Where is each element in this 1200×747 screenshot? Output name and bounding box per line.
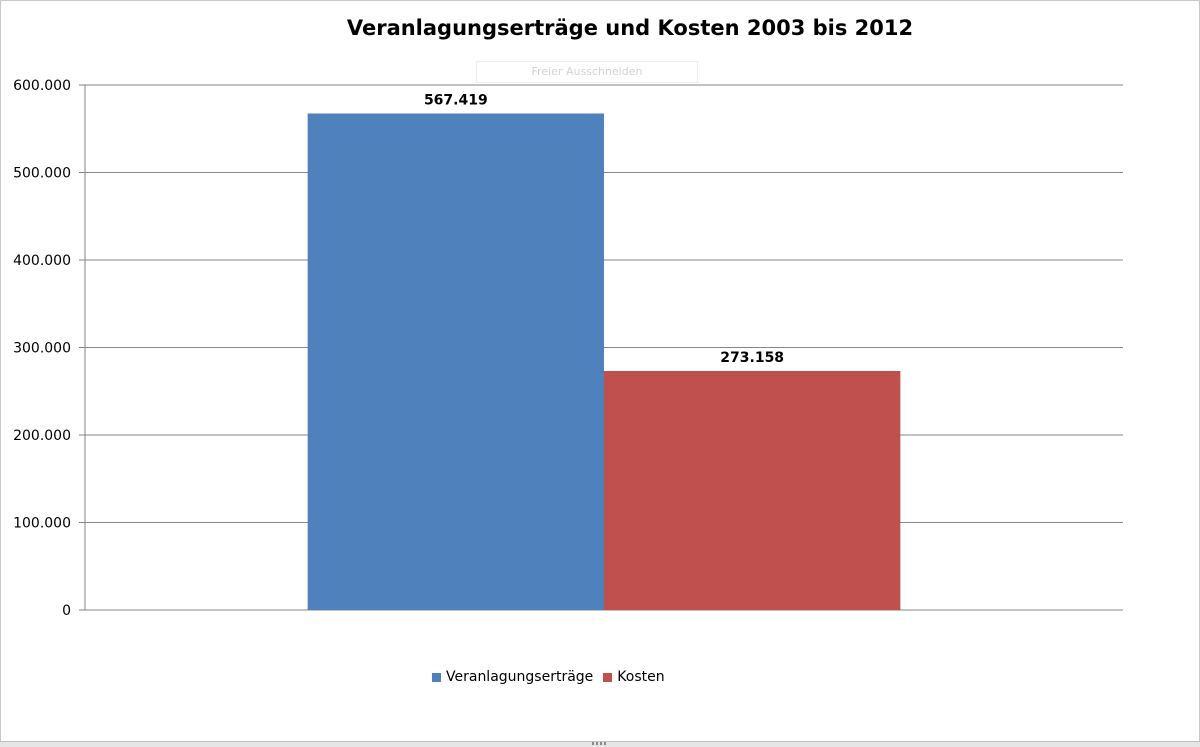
y-tick-label: 300.000 (13, 341, 71, 357)
legend-label-veranlagungsertraege: Veranlagungserträge (446, 669, 594, 685)
y-tick-label: 0 (62, 603, 71, 619)
chart-title: Veranlagungserträge und Kosten 2003 bis … (346, 16, 914, 40)
y-tick-label: 500.000 (13, 166, 71, 182)
ghost-overlay-box: Freier Ausschneiden (476, 61, 698, 83)
ghost-overlay-text: Freier Ausschneiden (531, 65, 643, 78)
y-tick-label: 400.000 (13, 253, 71, 269)
data-label-kosten: 273.158 (720, 350, 784, 366)
y-tick-label: 100.000 (13, 516, 71, 532)
bar-kosten (604, 370, 901, 610)
y-tick-label: 600.000 (13, 78, 71, 94)
bar-veranlagungsertraege (307, 113, 604, 611)
resize-grip-icon[interactable] (592, 742, 608, 745)
y-tick-label: 200.000 (13, 428, 71, 444)
chart-legend: Veranlagungserträge Kosten (432, 667, 665, 687)
legend-item-veranlagungsertraege: Veranlagungserträge (432, 669, 593, 685)
legend-label-kosten: Kosten (617, 669, 665, 685)
legend-swatch-kosten (603, 672, 613, 682)
legend-swatch-veranlagungsertraege (432, 672, 441, 682)
legend-item-kosten: Kosten (603, 669, 665, 685)
data-label-veranlagungsertraege: 567.419 (424, 93, 488, 109)
